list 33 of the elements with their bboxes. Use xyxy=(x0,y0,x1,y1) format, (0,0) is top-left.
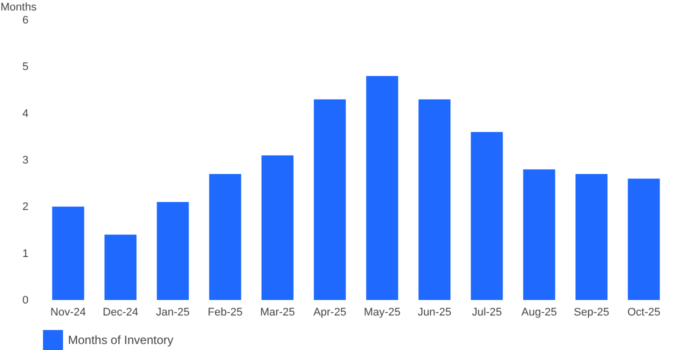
x-tick-label: Mar-25 xyxy=(260,306,295,318)
bar xyxy=(366,76,398,300)
bar xyxy=(104,234,136,300)
legend-label: Months of Inventory xyxy=(68,333,174,347)
bar xyxy=(470,132,503,300)
x-tick-label: Jun-25 xyxy=(418,306,452,318)
x-tick-label: Jul-25 xyxy=(472,306,502,318)
y-tick-label: 1 xyxy=(22,248,28,260)
x-tick-label: May-25 xyxy=(364,306,401,318)
bar xyxy=(418,99,450,300)
y-tick-label: 2 xyxy=(22,201,28,214)
x-tick-label: Sep-25 xyxy=(574,306,610,318)
x-tick-label: Feb-25 xyxy=(208,306,243,318)
y-tick-label: 3 xyxy=(22,154,28,166)
x-tick-label: Jan-25 xyxy=(156,306,190,318)
bar xyxy=(156,202,189,300)
x-tick-label: Dec-24 xyxy=(102,306,138,318)
y-tick-label: 6 xyxy=(22,14,28,26)
y-tick-label: 5 xyxy=(22,61,28,74)
bar xyxy=(628,178,660,300)
x-tick-label: Oct-25 xyxy=(627,306,660,318)
bar xyxy=(262,155,294,300)
x-tick-label: Nov-24 xyxy=(50,306,86,318)
y-tick-label: 0 xyxy=(22,294,28,306)
y-tick-label: 4 xyxy=(22,108,28,120)
bar xyxy=(209,174,242,300)
bar xyxy=(52,206,84,300)
bar xyxy=(576,174,608,300)
bar xyxy=(523,169,556,300)
y-axis-title: Months xyxy=(0,2,38,14)
x-tick-label: Apr-25 xyxy=(313,306,346,318)
bar xyxy=(314,99,346,300)
x-tick-label: Aug-25 xyxy=(521,306,557,318)
